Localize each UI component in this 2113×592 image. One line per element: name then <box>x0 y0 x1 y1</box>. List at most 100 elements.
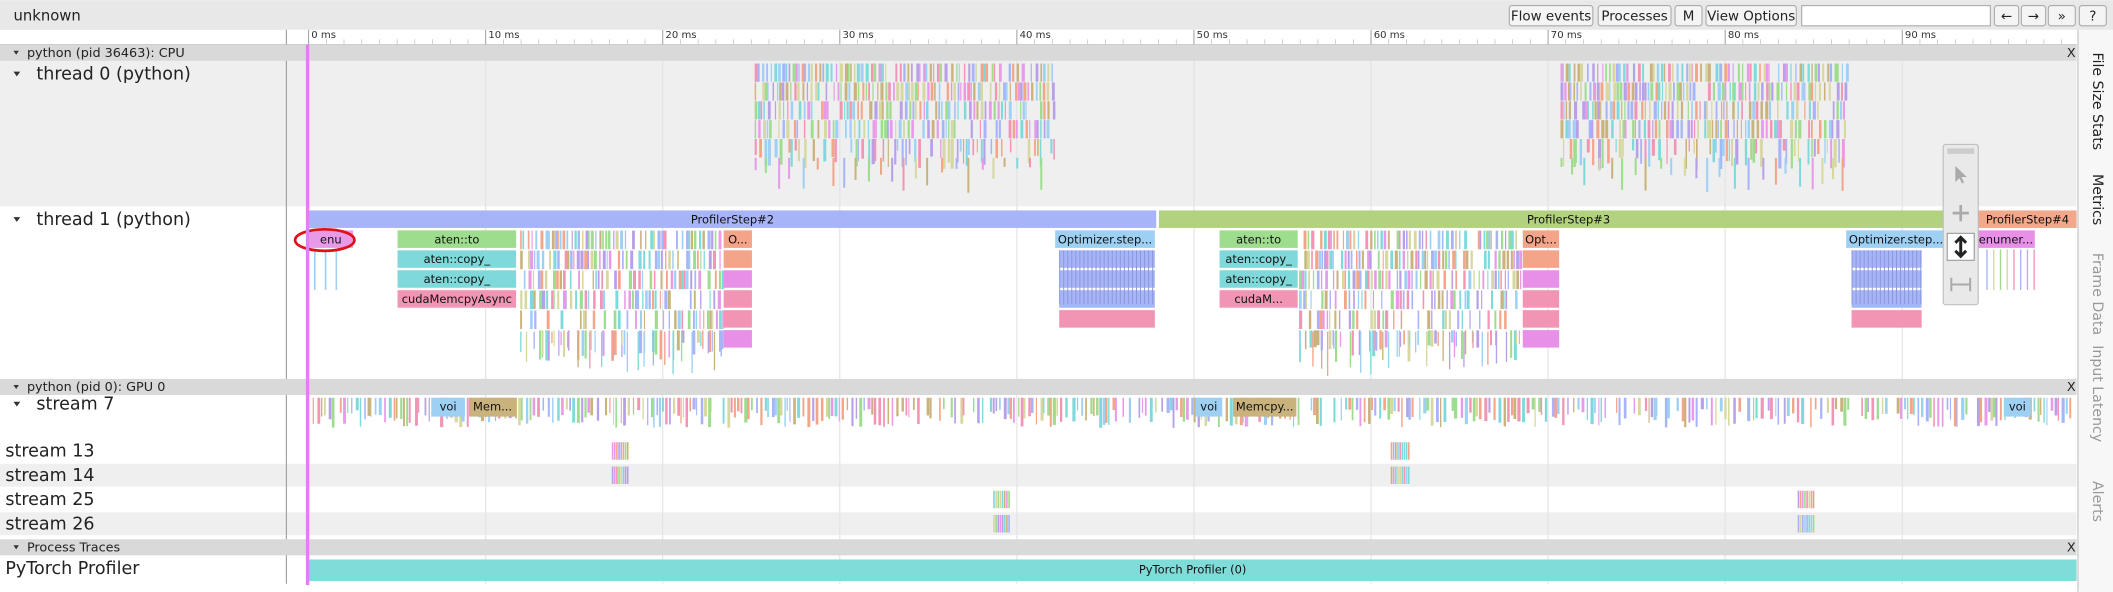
toolbar-button[interactable] <box>2078 5 2107 27</box>
event-slice <box>1436 270 1440 290</box>
toolbar-button-label[interactable]: → <box>2028 8 2039 24</box>
expand-arrow[interactable] <box>13 401 21 407</box>
event-slice <box>939 63 942 82</box>
trace-slice[interactable] <box>1978 210 2077 228</box>
event-slice <box>1402 230 1406 250</box>
expand-arrow[interactable] <box>13 50 19 55</box>
expand-arrow[interactable] <box>13 545 19 550</box>
side-tab[interactable]: Alerts <box>2089 481 2105 522</box>
event-slice <box>1381 290 1383 310</box>
trace-slice[interactable] <box>397 230 517 248</box>
trace-slice[interactable] <box>1055 230 1155 248</box>
event-slice <box>1316 310 1320 330</box>
trace-slice[interactable] <box>1846 230 1946 248</box>
event-slice <box>1042 82 1046 101</box>
side-tab[interactable]: Frame Data <box>2089 253 2105 335</box>
trace-slice[interactable] <box>723 230 752 248</box>
event-slice <box>788 157 791 179</box>
toolbar-button[interactable] <box>2020 5 2047 27</box>
trace-slice[interactable] <box>1522 230 1560 248</box>
event-slice <box>542 290 546 310</box>
event-slice <box>1807 139 1810 165</box>
event-slice <box>1398 330 1400 357</box>
expand-arrow[interactable] <box>13 71 21 77</box>
event-slice <box>2006 249 2008 290</box>
event-slice <box>950 139 954 169</box>
trace-slice[interactable] <box>397 270 517 288</box>
toolbar-button[interactable] <box>1508 5 1594 27</box>
trace-slice[interactable] <box>397 250 517 268</box>
select-tool[interactable] <box>1955 165 1967 184</box>
side-tab[interactable]: File Size Stats <box>2089 52 2105 150</box>
search-input[interactable] <box>1801 5 1991 27</box>
side-tab[interactable]: Input Latency <box>2089 345 2105 442</box>
event-slice <box>1043 397 1045 414</box>
trace-slice[interactable] <box>431 397 465 417</box>
trace-slice[interactable] <box>1219 230 1298 248</box>
event-slice <box>1373 310 1377 330</box>
trace-slice[interactable] <box>397 290 517 308</box>
trace-slice[interactable] <box>1219 270 1298 288</box>
event-slice <box>1359 397 1362 427</box>
timing-tool[interactable] <box>1950 277 1972 292</box>
expand-arrow[interactable] <box>13 217 21 222</box>
toolbar-button-label[interactable]: Flow events <box>1511 8 1591 24</box>
trace-slice[interactable] <box>1976 230 2035 248</box>
event-slice <box>1494 250 1497 270</box>
toolbar-button-label[interactable]: View Options <box>1707 8 1795 24</box>
trace-slice[interactable] <box>1195 397 1223 417</box>
pan-tool[interactable] <box>1952 205 1969 222</box>
event-slice <box>602 330 605 356</box>
event-slice <box>1682 82 1685 101</box>
event-slice <box>999 397 1001 410</box>
event-slice <box>551 331 553 344</box>
event-slice <box>831 139 835 158</box>
trace-slice[interactable] <box>1219 250 1298 268</box>
toolbar-button-label[interactable]: M <box>1683 8 1695 24</box>
event-slice <box>1012 120 1016 139</box>
side-tab[interactable]: Metrics <box>2089 174 2105 225</box>
trace-slice[interactable] <box>2003 397 2031 417</box>
event-slice <box>1786 397 1790 416</box>
event-slice <box>823 101 827 120</box>
event-slice <box>1441 290 1444 310</box>
event-slice <box>1025 101 1027 120</box>
toolbar-button-label[interactable]: ? <box>2089 8 2096 24</box>
event-slice <box>1052 101 1056 120</box>
event-slice <box>1050 139 1053 154</box>
trace-slice[interactable] <box>468 397 517 417</box>
process-header <box>0 44 2077 61</box>
event-slice <box>1493 397 1496 420</box>
event-slice <box>1883 250 1885 305</box>
trace-slice[interactable] <box>1233 397 1297 417</box>
trace-slice[interactable] <box>1158 210 1979 228</box>
side-panel <box>2077 29 2113 592</box>
trace-slice[interactable] <box>1219 290 1298 308</box>
event-slice <box>945 120 947 139</box>
toolbar-button-label[interactable]: » <box>2058 8 2066 24</box>
toolbar-button[interactable] <box>2047 5 2076 27</box>
trace-slice[interactable] <box>308 210 1157 228</box>
event-slice <box>656 397 659 416</box>
event-slice <box>648 250 651 270</box>
event-slice <box>1755 397 1758 419</box>
trace-slice[interactable] <box>308 559 2077 582</box>
event-slice <box>1099 250 1101 305</box>
toolbar-button-label[interactable]: Processes <box>1601 8 1667 24</box>
toolbar-button[interactable] <box>1993 5 2020 27</box>
event-slice <box>533 290 536 310</box>
toolbar-button-label[interactable]: ← <box>2001 8 2012 24</box>
trace-slice[interactable] <box>308 230 354 248</box>
event-slice <box>1513 330 1517 361</box>
expand-arrow[interactable] <box>13 384 19 389</box>
close-button[interactable]: X <box>2067 540 2076 555</box>
event-slice <box>1398 250 1401 270</box>
event-slice <box>946 82 950 101</box>
toolbar-button[interactable] <box>1674 5 1703 27</box>
close-button[interactable]: X <box>2067 380 2076 395</box>
event-slice <box>825 82 828 101</box>
toolbar-button[interactable] <box>1597 5 1672 27</box>
event-slice <box>1404 270 1408 290</box>
close-button[interactable]: X <box>2067 46 2076 61</box>
toolbar-button[interactable] <box>1705 5 1797 27</box>
